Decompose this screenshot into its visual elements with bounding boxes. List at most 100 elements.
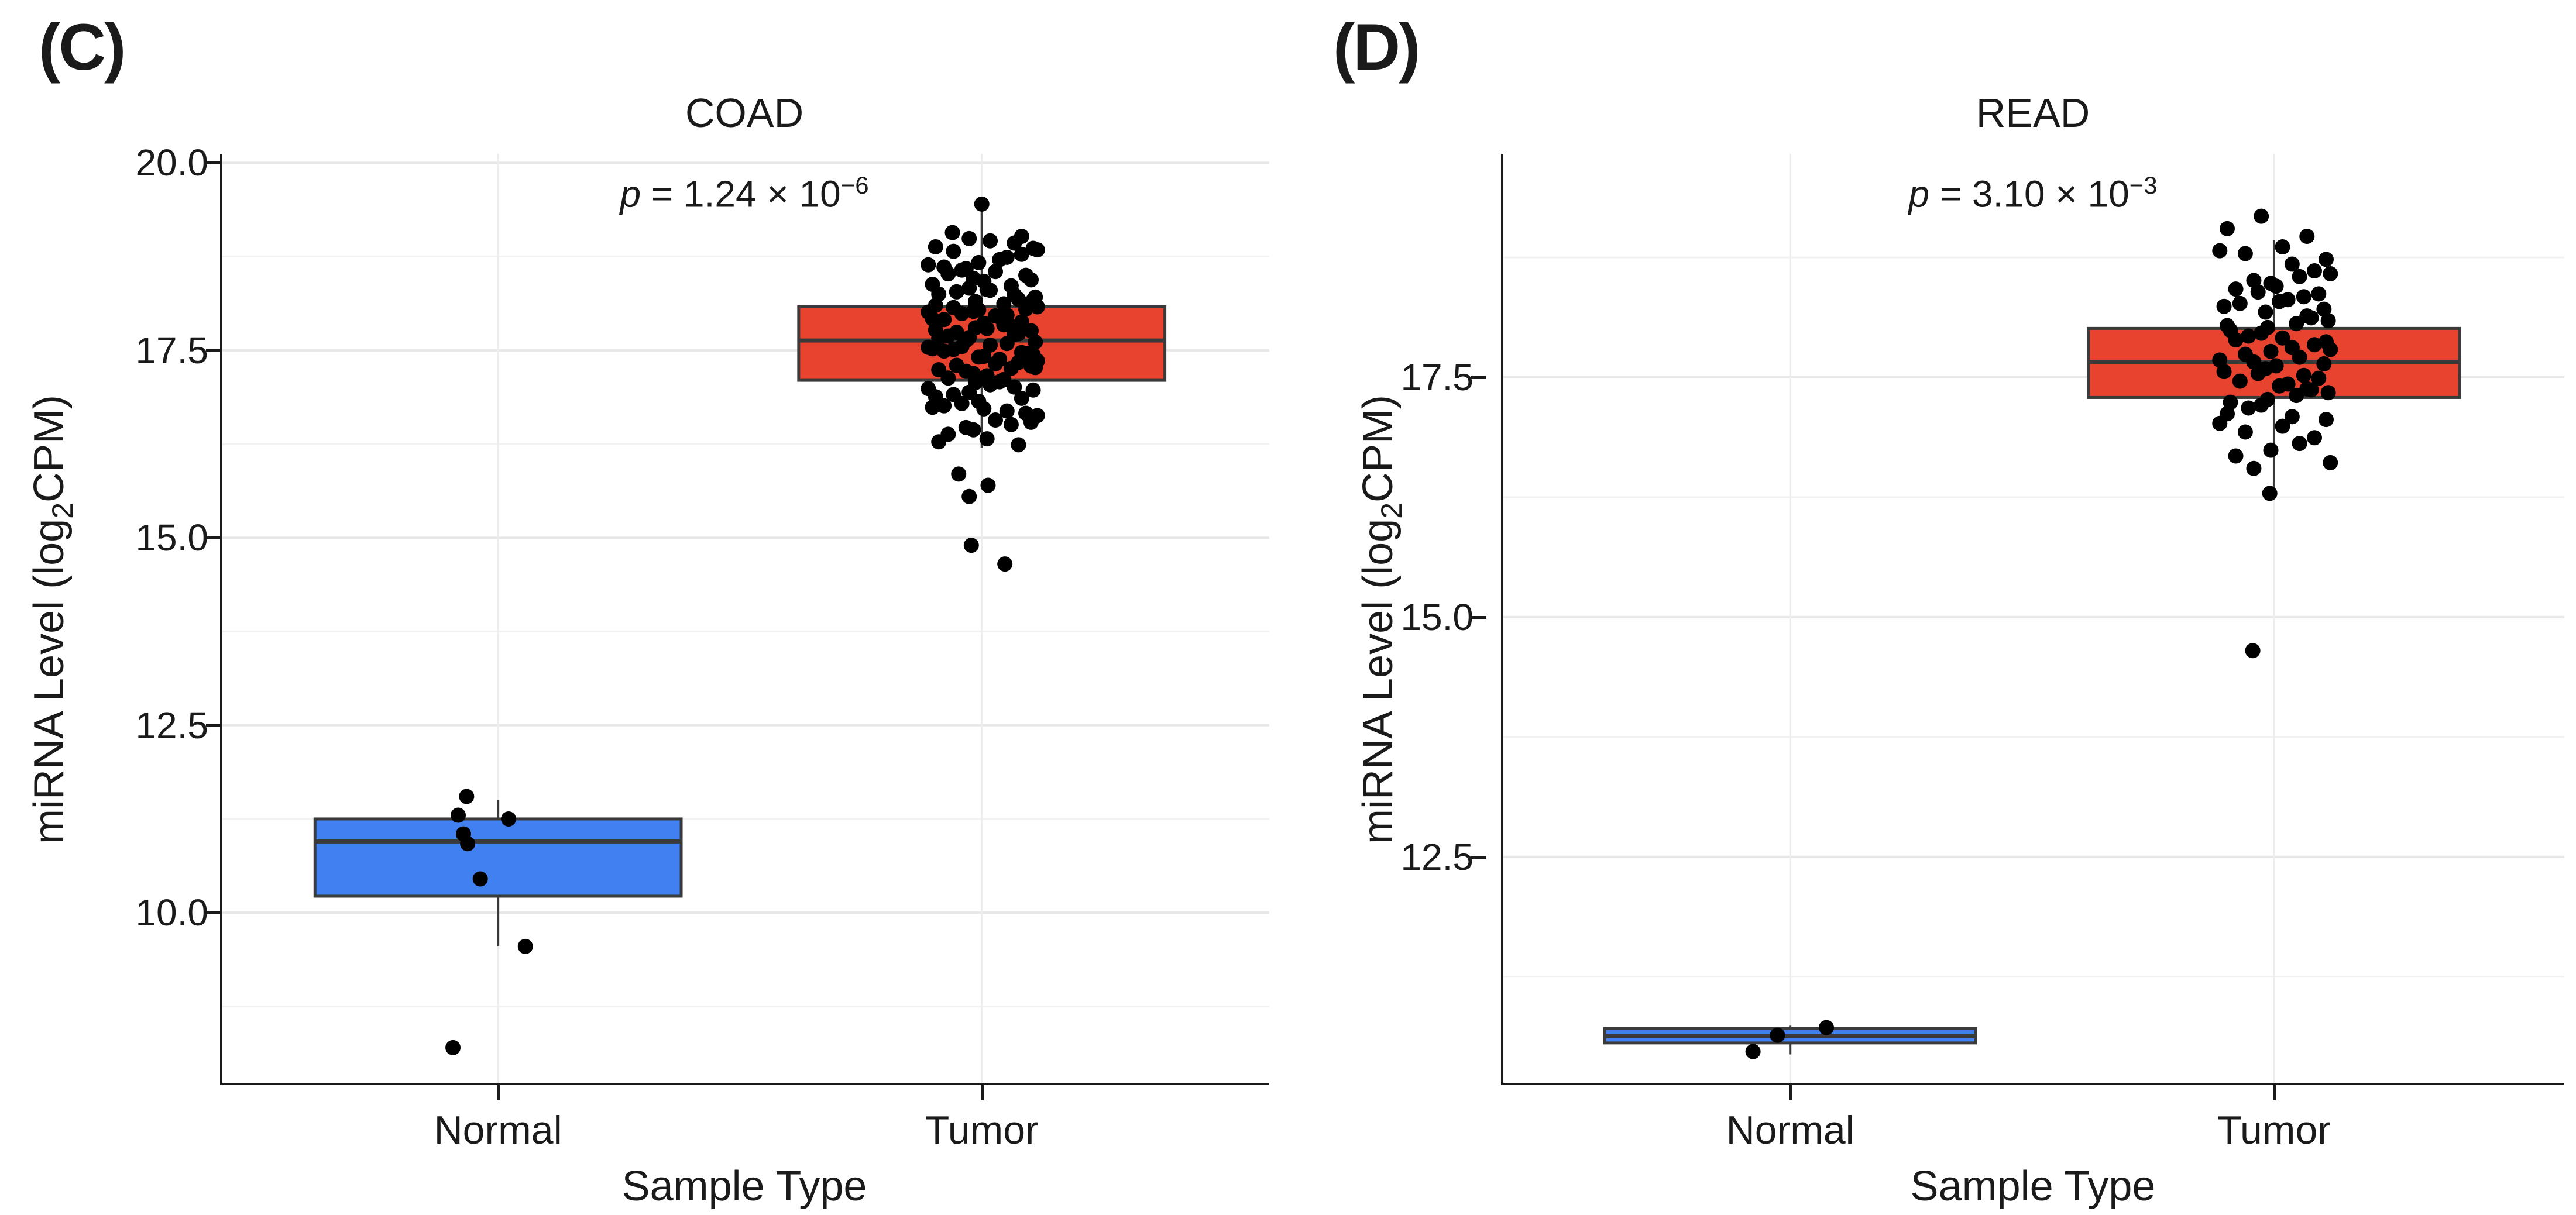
y-tick-label: 12.5 [1400, 835, 1474, 878]
jitter-point [451, 807, 466, 823]
p-exponent: −3 [2129, 171, 2158, 199]
x-category-label-tumor: Tumor [2217, 1108, 2331, 1152]
jitter-point [2223, 394, 2238, 410]
jitter-point [460, 836, 476, 852]
jitter-point [2318, 412, 2334, 428]
jitter-point [2232, 373, 2248, 389]
jitter-point [1014, 390, 1029, 406]
p-value-read: p = 3.10 × 10−3 [1908, 171, 2158, 215]
jitter-point [2323, 455, 2338, 470]
jitter-point [2272, 294, 2288, 309]
jitter-point [2254, 397, 2269, 413]
jitter-point [949, 357, 964, 373]
jitter-point [936, 398, 952, 414]
jitter-point [940, 266, 956, 282]
y-axis-title-text: miRNA Level (log [26, 518, 73, 845]
jitter-point [961, 384, 977, 400]
jitter-point [1014, 246, 1029, 262]
y-tick-label: 17.5 [1400, 356, 1474, 398]
y-tick-label: 20.0 [135, 142, 208, 184]
plot-title-read: READ [1976, 90, 2090, 136]
jitter-point [928, 239, 943, 254]
jitter-point [2275, 418, 2290, 434]
jitter-point [2246, 460, 2262, 476]
jitter-point [963, 538, 979, 553]
plot-area-read [1501, 154, 2564, 1085]
jitter-point [925, 400, 940, 415]
y-tick-label: 10.0 [135, 892, 208, 934]
jitter-point [2245, 643, 2261, 659]
jitter-point [979, 321, 995, 336]
jitter-point [1028, 334, 1043, 350]
jitter-point [2258, 304, 2273, 320]
jitter-point [1014, 228, 1029, 244]
jitter-point [951, 466, 967, 482]
y-axis-title-text: CPM) [26, 394, 73, 502]
y-tick-mark [1471, 376, 1486, 379]
jitter-point [2212, 243, 2228, 259]
jitter-point [976, 349, 992, 364]
y-tick-mark [1471, 855, 1486, 859]
p-symbol: p [1908, 173, 1930, 215]
x-tick-mark [980, 1085, 984, 1100]
x-tick-mark [497, 1085, 500, 1100]
jitter-point [997, 556, 1013, 572]
jitter-point [2296, 367, 2311, 383]
jitter-point [2307, 337, 2323, 353]
jitter-point [2316, 301, 2332, 317]
jitter-point [2275, 330, 2290, 346]
jitter-point [2220, 318, 2235, 333]
x-category-label-tumor: Tumor [925, 1108, 1039, 1152]
jitter-point [996, 317, 1012, 333]
jitter-point [974, 196, 990, 212]
jitter-point [2275, 239, 2290, 255]
jitter-point [2323, 266, 2338, 281]
jitter-point [2320, 313, 2336, 329]
jitter-point [2299, 381, 2315, 397]
jitter-point [925, 341, 940, 357]
panel-label-D: (D) [1333, 11, 1420, 84]
jitter-point [1028, 360, 1043, 376]
jitter-point [944, 225, 960, 240]
y-tick-mark [206, 911, 221, 915]
jitter-point [2212, 415, 2228, 431]
jitter-point [2307, 263, 2323, 279]
jitter-point [980, 477, 996, 493]
jitter-point [2307, 430, 2323, 446]
jitter-point [2254, 325, 2269, 341]
jitter-point [1011, 437, 1026, 453]
jitter-point [2311, 370, 2327, 386]
jitter-point [931, 362, 947, 378]
jitter-point [2250, 284, 2266, 300]
x-category-label-normal: Normal [434, 1108, 562, 1152]
jitter-point [1003, 417, 1019, 432]
p-mantissa: = 1.24 × 10 [641, 173, 841, 215]
jitter-point [954, 339, 970, 354]
jitter-point [2299, 308, 2315, 324]
plot-title-coad: COAD [685, 90, 804, 136]
x-category-label-normal: Normal [1726, 1108, 1854, 1152]
jitter-point [2263, 442, 2279, 458]
jitter-point [2241, 400, 2256, 416]
jitter-point [2311, 286, 2327, 302]
jitter-point [2228, 332, 2244, 348]
jitter-point [2237, 424, 2253, 440]
jitter-point [1023, 272, 1039, 288]
jitter-point [445, 1040, 461, 1055]
jitter-point [946, 243, 961, 259]
jitter-point [983, 233, 998, 249]
jitter-point [999, 336, 1015, 352]
jitter-point [999, 249, 1015, 265]
jitter-point [1023, 414, 1039, 430]
jitter-point [1029, 299, 1045, 315]
jitter-point [961, 488, 977, 504]
jitter-point [2220, 221, 2235, 236]
jitter-point [2316, 356, 2332, 372]
box-normal [313, 817, 683, 898]
plot-area-coad [220, 154, 1269, 1085]
jitter-point [2216, 364, 2232, 380]
x-axis-title-read: Sample Type [1910, 1163, 2156, 1210]
y-tick-mark [1471, 615, 1486, 619]
y-tick-mark [206, 724, 221, 727]
